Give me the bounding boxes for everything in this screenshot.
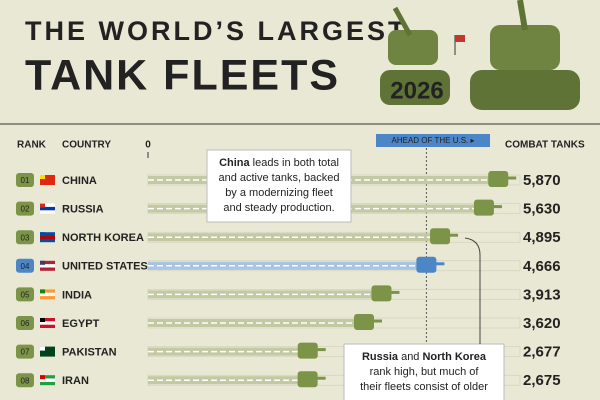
rank-label: 03 <box>21 233 30 242</box>
rank-badge <box>16 287 34 302</box>
country-header: COUNTRY <box>62 140 111 151</box>
reference-label: AHEAD OF THE U.S. ▸ <box>392 136 475 145</box>
annotation-line: and steady production. <box>223 202 334 214</box>
annotation-line: China leads in both total <box>219 157 339 169</box>
flag <box>40 264 55 268</box>
bar <box>148 290 382 299</box>
flag <box>40 260 45 265</box>
value-label: 2,675 <box>523 372 561 389</box>
rank-label: 04 <box>21 262 30 271</box>
flag <box>40 375 45 380</box>
annotation-line: by a modernizing fleet <box>225 187 333 199</box>
rank-label: 02 <box>21 205 30 214</box>
category-label: RUSSIA <box>62 204 104 216</box>
rank-label: 08 <box>21 376 30 385</box>
value-header: COMBAT TANKS <box>505 140 585 151</box>
category-label: UNITED STATES <box>62 261 148 273</box>
category-label: PAKISTAN <box>62 347 117 359</box>
tank-icon <box>430 228 451 245</box>
value-label: 4,666 <box>523 258 561 275</box>
annotation-box <box>206 149 352 223</box>
category-label: IRAN <box>62 375 89 387</box>
value-label: 5,630 <box>523 201 561 218</box>
annotation-text: their fleets consist of older <box>360 381 488 393</box>
annotation-line: Russia and North Korea <box>362 351 487 363</box>
flag <box>40 175 45 179</box>
flag <box>40 203 45 208</box>
category-label: EGYPT <box>62 318 100 330</box>
flag <box>40 292 55 297</box>
category-label: NORTH KOREA <box>62 232 144 244</box>
value-label: 2,677 <box>523 344 561 361</box>
bar <box>148 376 308 385</box>
rank-badge <box>16 230 34 245</box>
annotation-text: by a modernizing fleet <box>225 187 333 199</box>
category-label: CHINA <box>62 175 97 187</box>
bar <box>148 347 308 356</box>
annotation-text: rank high, but much of <box>370 366 480 378</box>
annotation-arrow <box>464 237 481 344</box>
annotation-line: and active tanks, backed <box>218 172 339 184</box>
flag <box>40 318 45 322</box>
flag <box>40 232 45 237</box>
category-label: INDIA <box>62 289 92 301</box>
title-line1: THE WORLD’S LARGEST <box>25 16 408 46</box>
flag <box>40 178 55 182</box>
annotation-text: and steady production. <box>223 202 334 214</box>
tank-icon <box>297 342 318 359</box>
rank-badge <box>16 316 34 330</box>
tank-icon <box>297 371 318 388</box>
annotation-text: leads in both total <box>250 157 339 169</box>
bar <box>148 319 364 327</box>
reference-badge <box>376 134 490 147</box>
tank-icon <box>353 314 374 330</box>
annotation-line: rank high, but much of <box>370 366 480 378</box>
flag <box>40 346 45 351</box>
tank-icon <box>488 171 509 187</box>
tank-icon <box>473 199 494 216</box>
flag <box>40 321 55 325</box>
rank-badge <box>16 173 34 187</box>
annotation-text: and <box>398 351 422 363</box>
tank-icon <box>371 285 392 302</box>
rank-label: 05 <box>21 291 30 300</box>
flag <box>40 378 55 382</box>
value-label: 4,895 <box>523 229 561 246</box>
annotation-line: their fleets consist of older <box>360 381 488 393</box>
flag <box>40 289 45 294</box>
value-label: 3,620 <box>523 315 561 332</box>
annotation-text: China <box>219 157 250 169</box>
value-label: 3,913 <box>523 286 561 303</box>
annotation-box <box>343 343 505 400</box>
value-label: 5,870 <box>523 172 561 189</box>
flag <box>40 349 55 354</box>
rank-header: RANK <box>17 140 47 151</box>
flag <box>40 206 55 211</box>
tank-illustration <box>380 0 580 110</box>
rank-label: 01 <box>21 176 30 185</box>
tank-icon <box>416 256 437 273</box>
flag <box>40 235 55 239</box>
annotation-text: and active tanks, backed <box>218 172 339 184</box>
title-line2: TANK FLEETS <box>25 51 340 99</box>
rank-badge <box>16 201 34 216</box>
rank-label: 06 <box>21 319 30 328</box>
annotation-text: Russia <box>362 351 399 363</box>
rank-label: 07 <box>21 348 30 357</box>
rank-badge <box>16 344 34 359</box>
year: 2026 <box>390 77 443 104</box>
x-tick-label: 0 <box>145 140 151 151</box>
rank-badge <box>16 258 34 273</box>
rank-badge <box>16 373 34 388</box>
annotation-text: North Korea <box>422 351 486 363</box>
